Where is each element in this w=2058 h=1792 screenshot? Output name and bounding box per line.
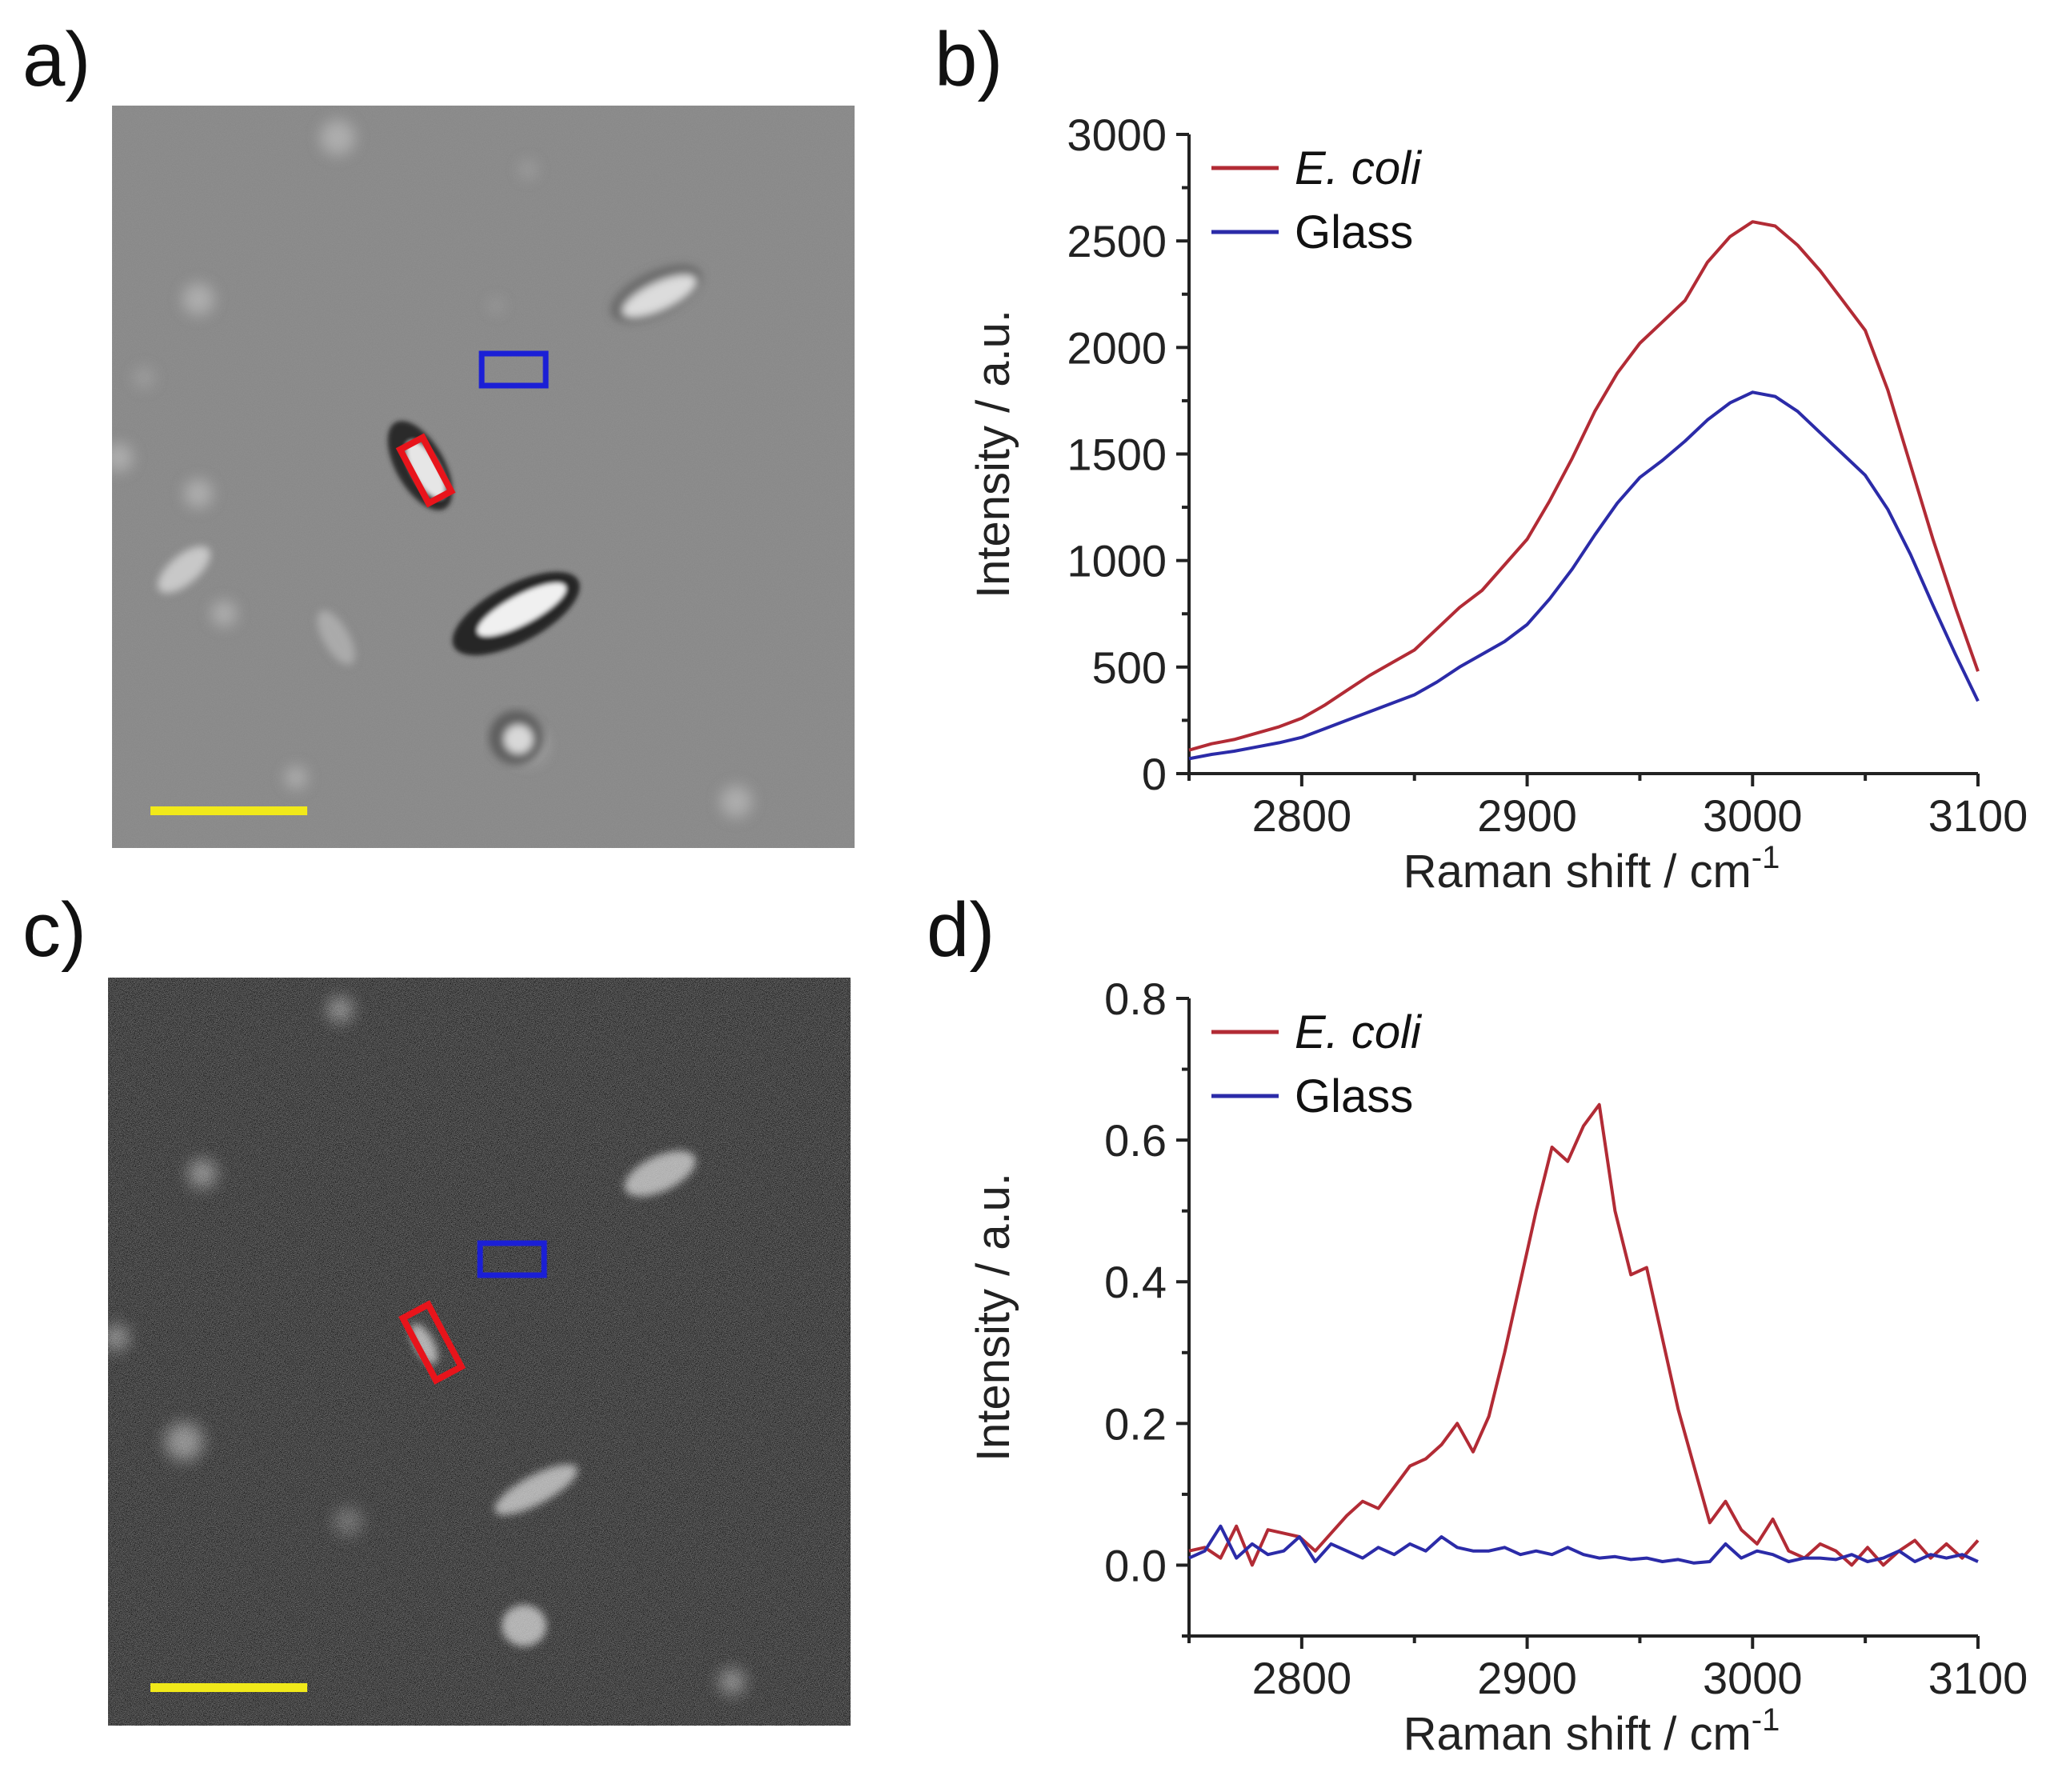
series-line-glass: [1188, 1524, 1979, 1565]
x-axis-title-superscript: -1: [1752, 840, 1780, 875]
y-tick-label: 0.2: [1104, 1398, 1167, 1449]
y-tick-label: 3000: [1067, 110, 1167, 160]
roi-glass-box: [477, 1240, 547, 1278]
x-tick-label: 3000: [1703, 790, 1803, 841]
y-tick-label: 0.8: [1104, 974, 1167, 1024]
y-tick-label: 500: [1092, 642, 1167, 693]
panel-label-a: a): [22, 17, 91, 102]
series-line-ecoli: [1188, 220, 1980, 752]
srs-micrograph: [108, 978, 851, 1726]
roi-glass-box: [478, 350, 549, 389]
legend-label-glass: Glass: [1295, 206, 1413, 258]
x-tick-label: 2900: [1477, 790, 1577, 841]
panel-label-b: b): [935, 17, 1003, 102]
x-tick-label: 3000: [1703, 1653, 1803, 1703]
roi-ecoli-box: [398, 1300, 466, 1385]
panel-label-d: d): [927, 887, 995, 973]
brightfield-micrograph: [112, 106, 855, 848]
y-tick-label: 0.4: [1104, 1257, 1167, 1307]
series-line-glass: [1188, 390, 1980, 761]
legend-label-ecoli: E. coli: [1295, 1006, 1423, 1058]
x-axis-title: Raman shift / cm-1: [1403, 1702, 1780, 1760]
legend-label-ecoli: E. coli: [1295, 142, 1423, 194]
y-tick-label: 1000: [1067, 536, 1167, 586]
legend-label-glass: Glass: [1295, 1070, 1413, 1122]
y-tick-label: 0.6: [1104, 1115, 1167, 1166]
y-axis-title: Intensity / a.u.: [967, 1173, 1019, 1462]
y-tick-label: 0: [1142, 749, 1167, 799]
x-tick-label: 3100: [1928, 790, 2028, 841]
x-axis-title-superscript: -1: [1752, 1702, 1780, 1738]
scale-bar: [150, 806, 307, 815]
y-tick-label: 2000: [1067, 322, 1167, 373]
y-tick-label: 2500: [1067, 216, 1167, 266]
x-tick-label: 2900: [1477, 1653, 1577, 1703]
panel-label-c: c): [22, 887, 86, 973]
y-tick-label: 0.0: [1104, 1540, 1167, 1590]
x-tick-label: 2800: [1252, 790, 1352, 841]
y-tick-label: 1500: [1067, 430, 1167, 480]
roi-ecoli-box: [395, 433, 456, 508]
x-axis-title: Raman shift / cm-1: [1403, 840, 1780, 898]
x-tick-label: 2800: [1252, 1653, 1352, 1703]
y-axis-title: Intensity / a.u.: [967, 310, 1019, 598]
scale-bar: [150, 1683, 307, 1692]
series-line-ecoli: [1188, 1102, 1980, 1567]
x-tick-label: 3100: [1928, 1653, 2028, 1703]
